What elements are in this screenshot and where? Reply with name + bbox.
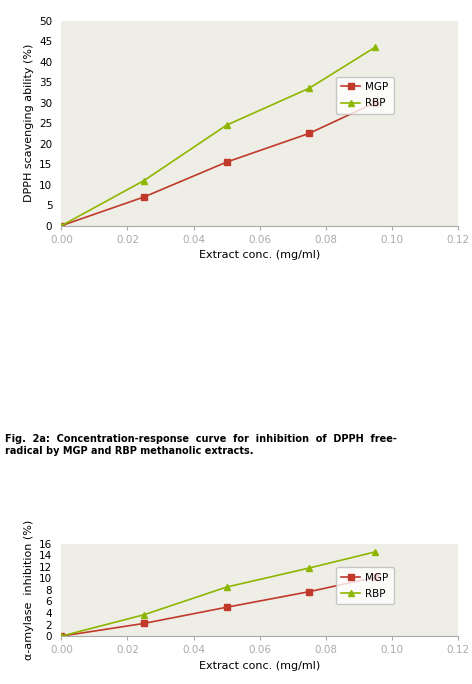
X-axis label: Extract conc. (mg/ml): Extract conc. (mg/ml) <box>199 661 320 671</box>
MGP <box>306 129 312 137</box>
Y-axis label: α-amylase  inhibition (%): α-amylase inhibition (%) <box>24 520 34 660</box>
MGP <box>59 222 64 230</box>
Line: RBP: RBP <box>58 549 379 640</box>
MGP <box>59 632 64 640</box>
Line: RBP: RBP <box>58 44 379 229</box>
RBP <box>141 176 147 185</box>
RBP <box>306 84 312 92</box>
Text: Fig.  2a:  Concentration-response  curve  for  inhibition  of  DPPH  free-
radic: Fig. 2a: Concentration-response curve fo… <box>5 434 396 456</box>
RBP <box>372 43 378 51</box>
RBP <box>372 548 378 556</box>
X-axis label: Extract conc. (mg/ml): Extract conc. (mg/ml) <box>199 250 320 261</box>
RBP <box>59 632 64 640</box>
RBP <box>141 611 147 619</box>
RBP <box>306 564 312 572</box>
Line: MGP: MGP <box>59 100 378 228</box>
Y-axis label: DPPH scavenging ability (%): DPPH scavenging ability (%) <box>24 44 34 202</box>
Legend: MGP, RBP: MGP, RBP <box>336 77 394 114</box>
MGP <box>141 619 147 627</box>
RBP <box>59 222 64 230</box>
MGP <box>372 573 378 581</box>
MGP <box>372 98 378 107</box>
RBP <box>224 121 229 129</box>
MGP <box>306 588 312 596</box>
MGP <box>224 603 229 611</box>
MGP <box>224 158 229 166</box>
Legend: MGP, RBP: MGP, RBP <box>336 568 394 604</box>
MGP <box>141 193 147 201</box>
RBP <box>224 583 229 591</box>
Line: MGP: MGP <box>59 575 378 639</box>
